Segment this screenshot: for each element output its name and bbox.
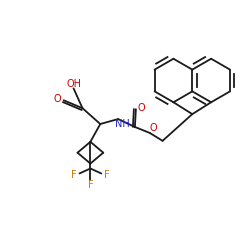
Text: O: O [54, 94, 62, 104]
Text: NH: NH [115, 119, 130, 129]
Text: O: O [137, 103, 145, 113]
Text: O: O [150, 123, 158, 133]
Text: F: F [71, 170, 76, 180]
Text: F: F [104, 170, 110, 180]
Text: OH: OH [67, 80, 82, 90]
Text: F: F [88, 180, 93, 190]
